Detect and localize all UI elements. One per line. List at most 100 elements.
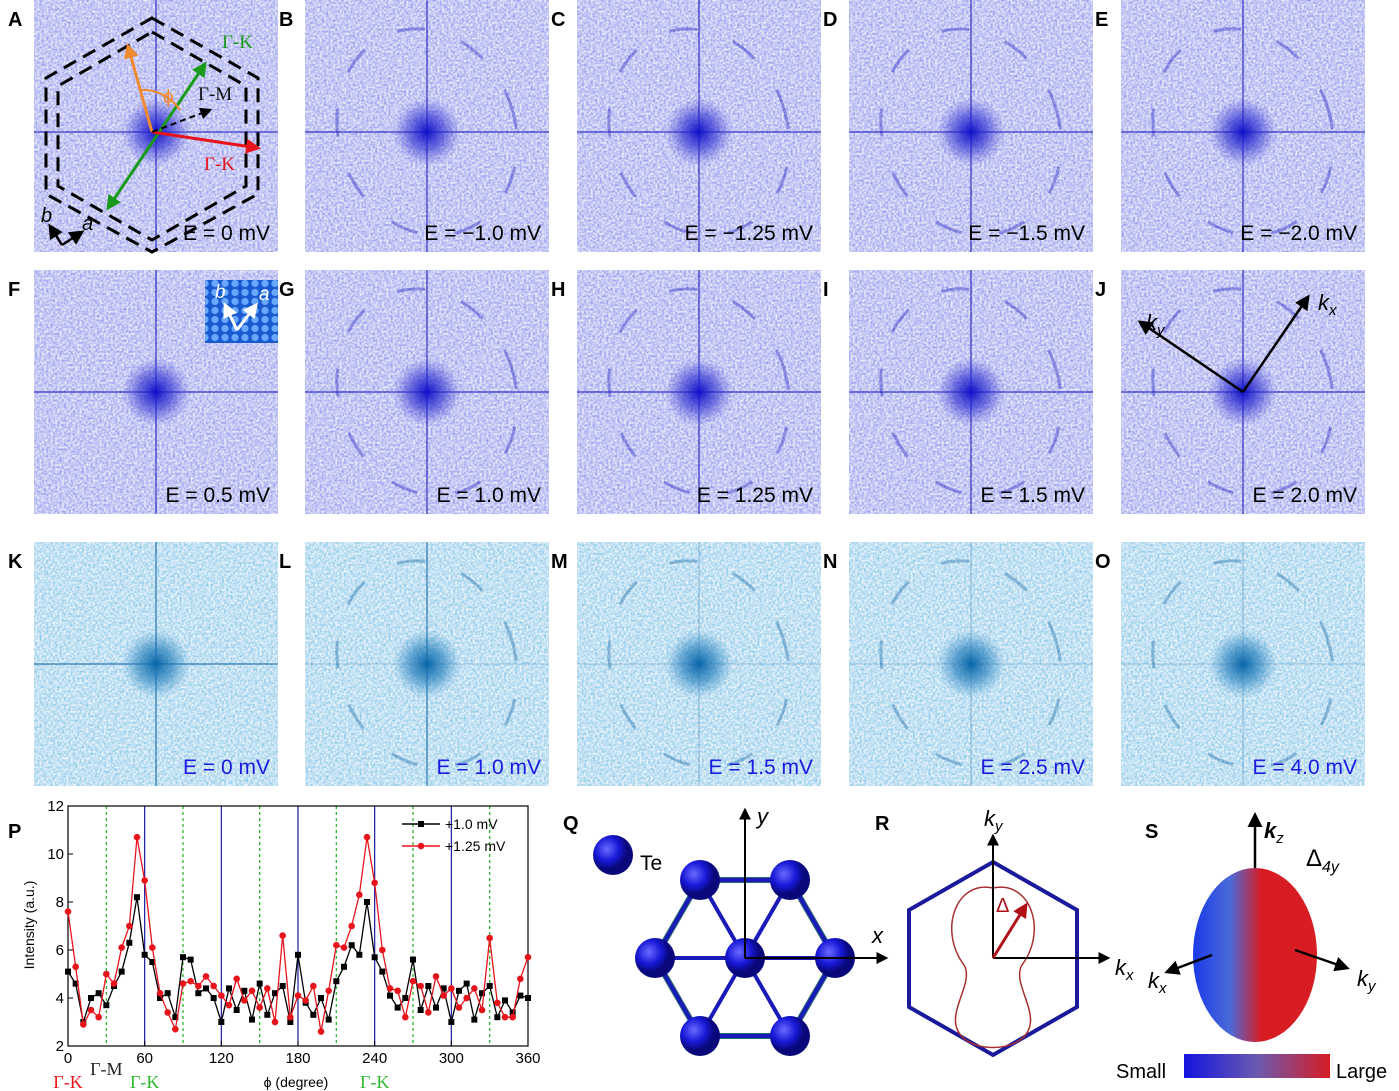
kz-sub: z [1275, 830, 1284, 847]
inset-a-label: a [259, 284, 270, 305]
energy-label: E = −1.0 mV [424, 222, 541, 245]
gk-green-label: Γ-K [222, 32, 253, 53]
point [425, 983, 431, 989]
point [142, 952, 148, 958]
y-tick-label: 10 [47, 846, 64, 863]
point [387, 993, 393, 999]
point [65, 969, 71, 975]
point [333, 942, 340, 949]
point [134, 894, 140, 900]
energy-label: E = −1.25 mV [685, 222, 813, 245]
fft-panel: B E = −1.0 mV [279, 0, 549, 261]
colorbar-max-label: Large [1336, 1061, 1387, 1083]
point [249, 988, 256, 995]
panel-f-inset: b a [205, 280, 278, 343]
point [464, 981, 470, 987]
panel-letter: Q [563, 813, 579, 835]
center-blob [1209, 98, 1277, 166]
panel-letter: B [279, 9, 293, 31]
energy-label: E = 0 mV [183, 756, 270, 779]
point [195, 983, 202, 990]
point [295, 952, 301, 958]
point [341, 944, 348, 951]
center-blob [665, 98, 733, 166]
center-blob [393, 98, 461, 166]
fft-panel: LE = 1.0 mV [279, 535, 549, 793]
point [295, 992, 302, 999]
point [211, 995, 217, 1001]
y-tick-label: 4 [56, 990, 64, 1007]
point [310, 983, 317, 990]
point [471, 1017, 477, 1023]
ky-sub: y [994, 818, 1004, 835]
axis-annotation: Γ-K [360, 1072, 389, 1091]
center-blob [393, 630, 461, 698]
point [486, 935, 493, 942]
point [318, 995, 324, 1001]
point [233, 976, 240, 983]
axis-annotation: Γ-M [90, 1059, 122, 1079]
y-axis-label: Intensity (a.u.) [21, 881, 37, 970]
point [502, 1014, 509, 1021]
panel-letter: S [1145, 821, 1158, 843]
fft-panel: ME = 1.5 mV [551, 535, 821, 793]
point [425, 1009, 432, 1016]
energy-label: E = 1.5 mV [709, 756, 813, 779]
point [448, 1019, 454, 1025]
point [410, 978, 417, 985]
point [325, 988, 332, 995]
legend-marker [418, 843, 425, 850]
point [195, 990, 201, 996]
panel-letter: D [823, 9, 837, 31]
point [433, 1005, 439, 1011]
panel-letter: A [8, 9, 22, 31]
kx-sub: x [1328, 302, 1337, 319]
point [287, 1014, 294, 1021]
point [80, 1021, 87, 1028]
point [264, 985, 271, 992]
point [103, 1002, 109, 1008]
y-tick-label: 12 [47, 798, 64, 815]
point [333, 978, 339, 984]
point [187, 978, 194, 985]
panel-letter: G [279, 279, 295, 301]
ky-label: ky [984, 806, 1004, 835]
point [157, 990, 164, 997]
fft-panel: NE = 2.5 mV [823, 535, 1093, 793]
point [218, 992, 225, 999]
point [471, 985, 478, 992]
point [440, 992, 447, 999]
point [257, 981, 263, 987]
point [118, 944, 125, 951]
point [326, 1017, 332, 1023]
point [372, 954, 378, 960]
point [226, 1002, 233, 1009]
point [88, 1007, 95, 1014]
panel-letter: F [8, 279, 20, 301]
y-tick-label: 8 [56, 894, 64, 911]
energy-label: E = 1.25 mV [697, 484, 813, 507]
x-label: x [871, 923, 884, 948]
gm-label: Γ-M [198, 84, 232, 105]
point [241, 997, 248, 1004]
point [65, 908, 72, 915]
axis-annotation: Γ-K [53, 1072, 82, 1091]
figure: AE = 0 mVBE = −1.0 mVCE = −1.25 mVDE = −… [0, 0, 1399, 1091]
panel-s: S kz Δ4y kx ky Small Large [1116, 815, 1387, 1083]
center-blob [122, 358, 190, 426]
panel-letter: I [823, 279, 829, 301]
point [310, 1012, 316, 1018]
delta-label: Δ4y [1306, 845, 1340, 876]
point [379, 947, 386, 954]
panel-letter: O [1095, 551, 1111, 573]
x-tick-label: 360 [515, 1050, 540, 1067]
fft-panel: OE = 4.0 mV [1095, 535, 1365, 793]
point [364, 899, 370, 905]
kx-label: kx [1148, 968, 1167, 997]
energy-label: E = 1.0 mV [437, 484, 541, 507]
gk-red-label: Γ-K [204, 154, 235, 175]
x-tick-label: 240 [362, 1050, 387, 1067]
point [410, 957, 416, 963]
inset-b-label: b [215, 282, 226, 303]
energy-label: E = 1.5 mV [981, 484, 1085, 507]
